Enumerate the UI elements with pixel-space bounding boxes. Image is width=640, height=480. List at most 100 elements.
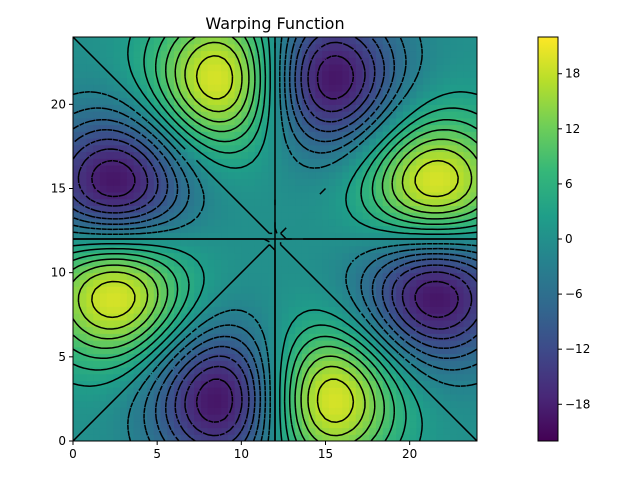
heatmap-cell <box>200 77 209 85</box>
heatmap-cell <box>106 393 114 402</box>
heatmap-cell <box>328 272 337 280</box>
heatmap-cell <box>106 43 114 52</box>
heatmap-cell <box>126 259 135 267</box>
heatmap-cell <box>436 212 444 220</box>
heatmap-cell <box>73 212 81 220</box>
heatmap-cell <box>409 380 417 388</box>
heatmap-cell <box>214 340 222 348</box>
heatmap-cell <box>153 259 162 267</box>
heatmap-cell <box>174 420 182 429</box>
heatmap-cell <box>423 340 431 348</box>
heatmap-cell <box>376 90 384 99</box>
heatmap-cell <box>93 319 101 328</box>
heatmap-cell <box>174 239 182 247</box>
heatmap-cell <box>153 43 162 52</box>
heatmap-cell <box>120 259 128 267</box>
y-tick-label: 5 <box>58 350 66 364</box>
heatmap-cell <box>187 70 195 78</box>
heatmap-cell <box>315 346 323 355</box>
heatmap-cell <box>301 205 310 213</box>
heatmap-cell <box>436 333 444 341</box>
heatmap-cell <box>86 279 94 287</box>
heatmap-cell <box>355 373 364 381</box>
heatmap-cell <box>147 205 155 213</box>
heatmap-cell <box>275 191 283 200</box>
heatmap-cell <box>147 151 155 159</box>
heatmap-cell <box>133 151 141 159</box>
heatmap-cell <box>187 232 195 240</box>
heatmap-cell <box>322 90 330 99</box>
heatmap-cell <box>113 171 121 179</box>
heatmap-cell <box>113 131 121 139</box>
heatmap-cell <box>362 138 370 146</box>
heatmap-cell <box>187 299 195 307</box>
heatmap-cell <box>120 252 128 260</box>
heatmap-cell <box>147 252 155 260</box>
heatmap-cell <box>470 225 477 233</box>
heatmap-cell <box>147 407 155 415</box>
heatmap-cell <box>382 158 391 166</box>
heatmap-cell <box>113 164 121 173</box>
heatmap-cell <box>174 144 182 153</box>
heatmap-cell <box>241 434 249 441</box>
heatmap-cell <box>376 353 384 361</box>
heatmap-cell <box>322 84 330 92</box>
heatmap-cell <box>423 218 431 227</box>
heatmap-cell <box>335 319 343 328</box>
heatmap-cell <box>295 279 303 287</box>
heatmap-cell <box>214 239 222 247</box>
heatmap-cell <box>126 272 135 280</box>
heatmap-cell <box>126 400 135 408</box>
heatmap-cell <box>396 104 404 112</box>
heatmap-cell <box>261 239 269 247</box>
heatmap-cell <box>463 111 471 119</box>
heatmap-cell <box>456 144 465 153</box>
heatmap-cell <box>288 225 296 233</box>
heatmap-cell <box>126 427 135 435</box>
heatmap-cell <box>187 434 195 441</box>
heatmap-cell <box>120 97 128 105</box>
heatmap-cell <box>456 63 465 72</box>
heatmap-cell <box>463 434 471 441</box>
heatmap-cell <box>436 84 444 92</box>
heatmap-cell <box>416 185 424 193</box>
heatmap-cell <box>288 414 296 422</box>
heatmap-cell <box>315 218 323 227</box>
heatmap-cell <box>133 57 141 65</box>
heatmap-cell <box>275 185 283 193</box>
heatmap-cell <box>308 151 316 159</box>
heatmap-cell <box>167 286 175 294</box>
heatmap-cell <box>456 373 465 381</box>
heatmap-cell <box>281 313 290 321</box>
heatmap-cell <box>456 366 465 375</box>
heatmap-cell <box>295 212 303 220</box>
heatmap-cell <box>470 104 477 112</box>
heatmap-cell <box>180 50 189 58</box>
heatmap-cell <box>275 360 283 368</box>
contour-line <box>91 55 459 423</box>
heatmap-cell <box>355 164 364 173</box>
heatmap-cell <box>396 232 404 240</box>
heatmap-cell <box>436 218 444 227</box>
heatmap-cell <box>470 178 477 186</box>
heatmap-cell <box>463 57 471 65</box>
heatmap-cell <box>409 131 417 139</box>
heatmap-cell <box>254 185 263 193</box>
heatmap-cell <box>113 272 121 280</box>
heatmap-cell <box>140 37 148 45</box>
heatmap-cell <box>261 252 269 260</box>
heatmap-cell <box>295 84 303 92</box>
heatmap-cell <box>221 198 229 206</box>
heatmap-cell <box>241 158 249 166</box>
heatmap-cell <box>376 380 384 388</box>
heatmap-cell <box>450 57 458 65</box>
heatmap-cell <box>281 158 290 166</box>
heatmap-cell <box>227 151 236 159</box>
heatmap-cell <box>402 124 411 132</box>
heatmap-cell <box>450 124 458 132</box>
heatmap-cell <box>382 252 391 260</box>
heatmap-cell <box>409 319 417 328</box>
heatmap-cell <box>382 111 391 119</box>
heatmap-cell <box>147 198 155 206</box>
colorbar-tick-label: 6 <box>565 177 573 191</box>
